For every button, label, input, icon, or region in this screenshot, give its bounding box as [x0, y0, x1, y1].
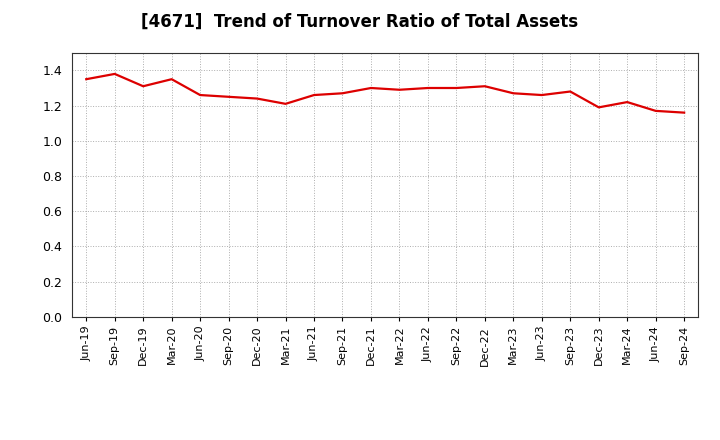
Text: [4671]  Trend of Turnover Ratio of Total Assets: [4671] Trend of Turnover Ratio of Total … [141, 13, 579, 31]
